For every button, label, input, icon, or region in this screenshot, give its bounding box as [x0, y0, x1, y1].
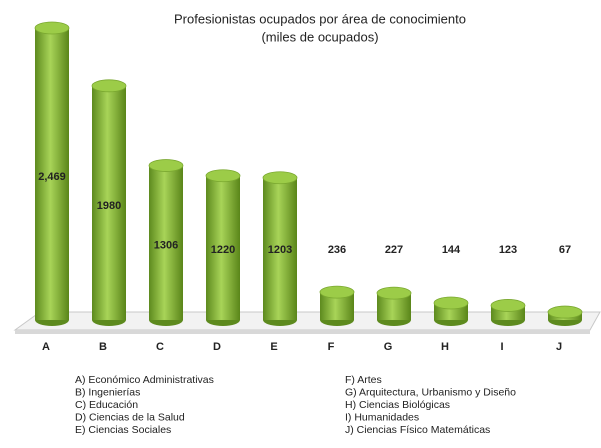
bar-body	[35, 28, 69, 320]
bar-top	[376, 286, 412, 300]
bar-body	[206, 175, 240, 320]
x-tick-label: J	[556, 341, 562, 353]
legend-entry: H) Ciencias Biológicas	[345, 399, 450, 411]
legend-entry: C) Educación	[75, 399, 138, 411]
x-tick-label: B	[99, 341, 107, 353]
chart-subtitle: (miles de ocupados)	[261, 29, 378, 44]
bar-top	[34, 21, 70, 35]
legend-entry: I) Humanidades	[345, 411, 419, 423]
value-label: 236	[328, 244, 346, 256]
bar	[262, 171, 298, 326]
value-label: 1203	[268, 244, 292, 256]
bar-body	[92, 85, 126, 320]
x-tick-label: A	[42, 341, 50, 353]
legend-entry: F) Artes	[345, 374, 382, 386]
x-tick-label: C	[156, 341, 164, 353]
legend-entry: A) Económico Administrativas	[75, 374, 214, 386]
value-label: 1306	[154, 240, 178, 252]
bar-top	[91, 79, 127, 93]
value-label: 227	[385, 244, 403, 256]
bar-top	[433, 296, 469, 310]
bar	[490, 299, 526, 326]
bar	[148, 159, 184, 326]
bar-body	[149, 165, 183, 320]
legend-entry: B) Ingenierías	[75, 386, 140, 398]
bar-top	[148, 159, 184, 172]
bar	[319, 285, 355, 326]
bar	[91, 79, 127, 326]
legend-entry: E) Ciencias Sociales	[75, 424, 171, 436]
chart-title: Profesionistas ocupados por área de cono…	[174, 11, 466, 26]
bar-body	[263, 177, 297, 320]
bar	[376, 286, 412, 326]
x-tick-label: E	[270, 341, 277, 353]
bar-top	[205, 169, 241, 183]
bar	[547, 305, 583, 326]
bar	[205, 169, 241, 326]
bar-top	[319, 285, 355, 299]
bar	[433, 296, 469, 326]
value-label: 67	[559, 244, 571, 256]
bar-top	[262, 171, 298, 185]
value-label: 123	[499, 244, 517, 256]
bar-top	[547, 305, 583, 319]
legend-entry: D) Ciencias de la Salud	[75, 411, 185, 423]
bar	[34, 21, 70, 326]
x-tick-label: I	[500, 341, 503, 353]
x-tick-label: H	[441, 341, 449, 353]
x-tick-label: F	[328, 341, 335, 353]
bar-top	[490, 299, 526, 312]
floor-edge	[15, 330, 590, 334]
value-label: 2,469	[38, 171, 66, 183]
legend-entry: G) Arquitectura, Urbanismo y Diseño	[345, 386, 516, 398]
value-label: 144	[442, 244, 461, 256]
legend-entry: J) Ciencias Físico Matemáticas	[345, 424, 490, 436]
value-label: 1980	[97, 200, 121, 212]
x-tick-label: G	[384, 341, 393, 353]
x-tick-label: D	[213, 341, 221, 353]
value-label: 1220	[211, 244, 235, 256]
